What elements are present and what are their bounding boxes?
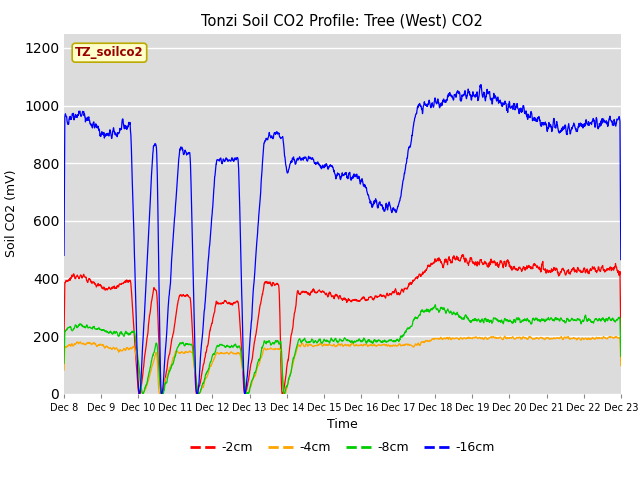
Legend: -2cm, -4cm, -8cm, -16cm: -2cm, -4cm, -8cm, -16cm [186, 436, 499, 459]
Title: Tonzi Soil CO2 Profile: Tree (West) CO2: Tonzi Soil CO2 Profile: Tree (West) CO2 [202, 13, 483, 28]
Text: TZ_soilco2: TZ_soilco2 [75, 46, 144, 59]
X-axis label: Time: Time [327, 418, 358, 431]
Y-axis label: Soil CO2 (mV): Soil CO2 (mV) [6, 170, 19, 257]
